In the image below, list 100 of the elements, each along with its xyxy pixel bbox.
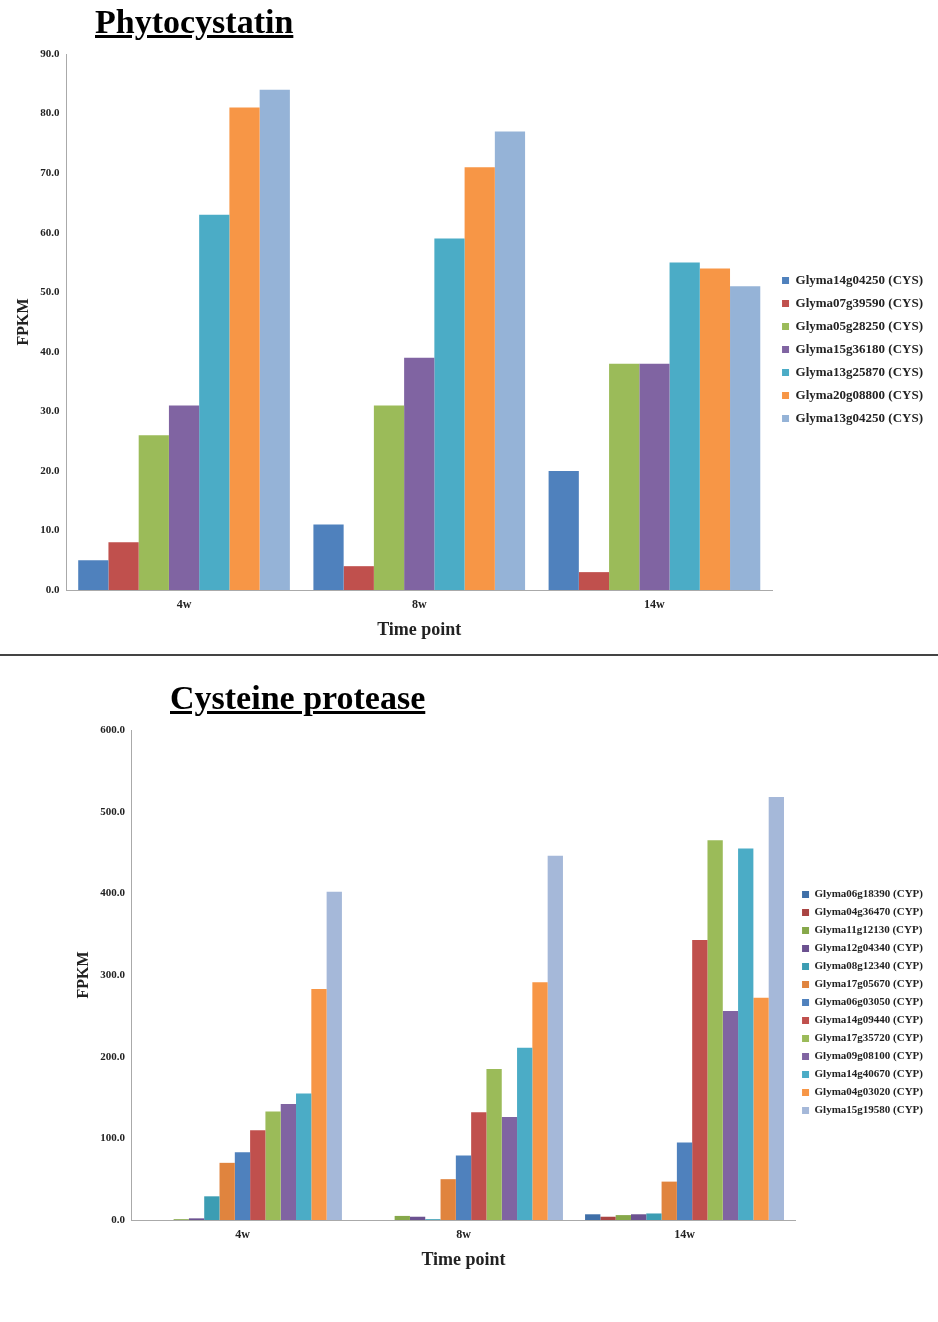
y-tick-label: 70.0 xyxy=(40,165,60,178)
y-tick-label: 0.0 xyxy=(45,582,60,595)
bar xyxy=(547,855,563,1220)
bar xyxy=(199,214,230,590)
bar xyxy=(630,1214,647,1220)
bar xyxy=(219,1162,235,1220)
bar xyxy=(753,997,769,1220)
x-axis-title: Time point xyxy=(421,1248,506,1269)
bar xyxy=(168,405,200,590)
x-tick-label: 4w xyxy=(235,1227,251,1242)
y-axis-title: FPKM xyxy=(73,951,91,999)
bar xyxy=(486,1068,502,1220)
legend-label: Glyma20g08800 (CYS) xyxy=(795,386,923,402)
bar xyxy=(259,89,290,590)
bar xyxy=(229,107,260,590)
bar xyxy=(548,470,579,590)
bar xyxy=(471,1112,487,1220)
bar xyxy=(409,1216,426,1220)
legend-label: Glyma17g05670 (CYP) xyxy=(814,977,924,991)
bar xyxy=(501,1117,518,1220)
y-tick-label: 80.0 xyxy=(40,106,60,119)
bar xyxy=(730,286,761,590)
legend-label: Glyma09g08100 (CYP) xyxy=(814,1049,924,1063)
y-axis-title: FPKM xyxy=(13,298,31,346)
bar xyxy=(394,1215,410,1220)
bar xyxy=(455,1155,472,1220)
bar xyxy=(313,524,344,590)
y-tick-label: 0.0 xyxy=(111,1212,126,1225)
y-tick-label: 400.0 xyxy=(100,886,126,899)
bar xyxy=(646,1213,662,1220)
bar xyxy=(464,167,495,590)
legend-label: Glyma13g04250 (CYS) xyxy=(795,409,923,425)
y-tick-label: 90.0 xyxy=(40,46,60,59)
x-tick-label: 8w xyxy=(411,597,427,612)
bar xyxy=(343,566,374,590)
legend-label: Glyma17g35720 (CYP) xyxy=(814,1031,924,1045)
legend-label: Glyma15g19580 (CYP) xyxy=(814,1103,924,1117)
bar xyxy=(326,891,342,1220)
legend-label: Glyma04g36470 (CYP) xyxy=(814,905,924,919)
legend-label: Glyma14g04250 (CYS) xyxy=(795,271,923,287)
x-tick-label: 4w xyxy=(176,597,192,612)
bar xyxy=(234,1152,251,1220)
bar xyxy=(440,1179,456,1220)
bar xyxy=(661,1181,677,1220)
y-tick-label: 50.0 xyxy=(40,285,60,298)
bar xyxy=(265,1111,281,1220)
bar xyxy=(578,572,610,590)
bar xyxy=(280,1104,297,1220)
legend-label: Glyma13g25870 (CYS) xyxy=(795,363,923,379)
bar xyxy=(78,560,109,590)
bar xyxy=(434,238,465,590)
y-tick-label: 100.0 xyxy=(100,1131,126,1144)
bar xyxy=(699,268,731,590)
y-tick-label: 300.0 xyxy=(100,967,126,980)
y-tick-label: 20.0 xyxy=(40,463,60,476)
y-tick-label: 30.0 xyxy=(40,404,60,417)
bar xyxy=(609,363,640,590)
bar xyxy=(585,1214,601,1220)
bar xyxy=(768,796,784,1220)
legend-label: Glyma04g03020 (CYP) xyxy=(814,1085,924,1099)
bar xyxy=(138,435,169,590)
y-tick-label: 200.0 xyxy=(100,1049,126,1062)
bar xyxy=(517,1047,533,1220)
bar xyxy=(532,982,548,1220)
bar xyxy=(311,988,327,1220)
x-tick-label: 14w xyxy=(674,1227,696,1242)
legend-label: Glyma14g09440 (CYP) xyxy=(814,1013,924,1027)
bar xyxy=(108,542,139,590)
x-tick-label: 8w xyxy=(456,1227,472,1242)
legend-label: Glyma06g18390 (CYP) xyxy=(814,887,924,901)
bar xyxy=(600,1216,616,1220)
bar xyxy=(639,363,670,590)
legend-label: Glyma11g12130 (CYP) xyxy=(814,923,923,937)
y-tick-label: 600.0 xyxy=(100,722,126,735)
bar xyxy=(204,1196,220,1220)
legend-label: Glyma14g40670 (CYP) xyxy=(814,1067,924,1081)
legend-label: Glyma07g39590 (CYS) xyxy=(795,294,923,310)
legend-label: Glyma12g04340 (CYP) xyxy=(814,941,924,955)
legend-label: Glyma15g36180 (CYS) xyxy=(795,340,923,356)
legend-label: Glyma05g28250 (CYS) xyxy=(795,317,923,333)
y-tick-label: 500.0 xyxy=(100,804,126,817)
bar xyxy=(296,1093,312,1220)
y-tick-label: 40.0 xyxy=(40,344,60,357)
bar xyxy=(373,405,405,590)
bar xyxy=(669,262,700,590)
bar xyxy=(676,1142,693,1220)
bar xyxy=(692,939,708,1220)
bar xyxy=(494,131,526,590)
bar xyxy=(250,1130,266,1220)
chart-title: Cysteine protease xyxy=(169,678,427,718)
chart-title: Phytocystatin xyxy=(94,2,295,42)
y-tick-label: 60.0 xyxy=(40,225,60,238)
bar xyxy=(615,1215,631,1220)
legend-label: Glyma06g03050 (CYP) xyxy=(814,995,924,1009)
bar xyxy=(707,840,723,1220)
bar xyxy=(722,1010,739,1220)
x-tick-label: 14w xyxy=(644,597,666,612)
y-tick-label: 10.0 xyxy=(40,523,60,536)
bar xyxy=(404,357,435,590)
legend-label: Glyma08g12340 (CYP) xyxy=(814,959,924,973)
